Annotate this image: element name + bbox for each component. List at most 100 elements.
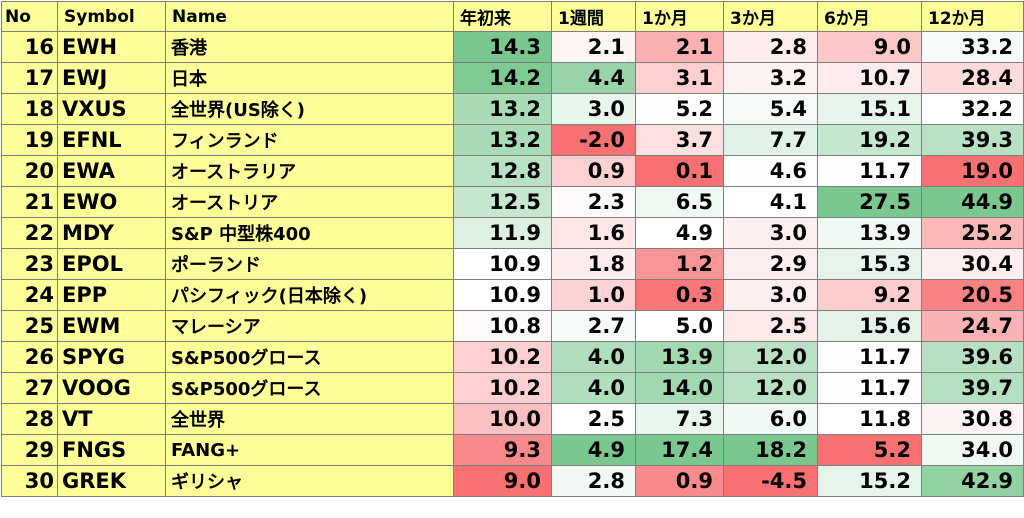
cell-1m: 2.1 <box>635 31 724 63</box>
table-row: 18 VXUS 全世界(US除く) 13.2 3.0 5.2 5.4 15.1 32.2 <box>1 93 1024 125</box>
cell-1w: 4.0 <box>551 372 636 404</box>
cell-3m: 3.0 <box>723 217 818 249</box>
col-header-ytd: 年初来 <box>453 1 552 32</box>
cell-1m: 0.1 <box>635 155 724 187</box>
cell-name: パシフィック(日本除く) <box>165 279 454 311</box>
cell-ytd: 12.5 <box>453 186 552 218</box>
cell-1m: 14.0 <box>635 372 724 404</box>
cell-name: ポーランド <box>165 248 454 280</box>
col-header-12m: 12か月 <box>921 1 1024 32</box>
cell-3m: 3.2 <box>723 62 818 94</box>
cell-6m: 10.7 <box>817 62 922 94</box>
cell-6m: 13.9 <box>817 217 922 249</box>
cell-no: 30 <box>1 465 58 497</box>
cell-12m: 30.4 <box>921 248 1024 280</box>
cell-1w: 4.9 <box>551 434 636 466</box>
cell-symbol: EFNL <box>57 124 166 156</box>
table-row: 21 EWO オーストリア 12.5 2.3 6.5 4.1 27.5 44.9 <box>1 186 1024 218</box>
cell-1m: 5.0 <box>635 310 724 342</box>
cell-symbol: EPP <box>57 279 166 311</box>
cell-ytd: 12.8 <box>453 155 552 187</box>
cell-3m: 2.9 <box>723 248 818 280</box>
cell-3m: 12.0 <box>723 372 818 404</box>
cell-1w: 1.6 <box>551 217 636 249</box>
cell-6m: 27.5 <box>817 186 922 218</box>
table-row: 17 EWJ 日本 14.2 4.4 3.1 3.2 10.7 28.4 <box>1 62 1024 94</box>
col-header-1w: 1週間 <box>551 1 636 32</box>
cell-name: オーストリア <box>165 186 454 218</box>
cell-name: オーストラリア <box>165 155 454 187</box>
cell-12m: 39.6 <box>921 341 1024 373</box>
cell-3m: 5.4 <box>723 93 818 125</box>
cell-no: 20 <box>1 155 58 187</box>
table-row: 26 SPYG S&P500グロース 10.2 4.0 13.9 12.0 11.7 39.6 <box>1 341 1024 373</box>
col-header-name: Name <box>165 1 454 32</box>
cell-no: 25 <box>1 310 58 342</box>
cell-1w: 0.9 <box>551 155 636 187</box>
cell-name: マレーシア <box>165 310 454 342</box>
cell-12m: 34.0 <box>921 434 1024 466</box>
cell-no: 19 <box>1 124 58 156</box>
table-row: 16 EWH 香港 14.3 2.1 2.1 2.8 9.0 33.2 <box>1 31 1024 63</box>
cell-1w: 1.8 <box>551 248 636 280</box>
cell-6m: 15.6 <box>817 310 922 342</box>
cell-12m: 33.2 <box>921 31 1024 63</box>
cell-1w: 2.3 <box>551 186 636 218</box>
table-row: 27 VOOG S&P500グロース 10.2 4.0 14.0 12.0 11.7 39.7 <box>1 372 1024 404</box>
cell-ytd: 13.2 <box>453 93 552 125</box>
cell-12m: 25.2 <box>921 217 1024 249</box>
cell-6m: 11.7 <box>817 155 922 187</box>
cell-3m: 4.1 <box>723 186 818 218</box>
cell-ytd: 11.9 <box>453 217 552 249</box>
cell-3m: 18.2 <box>723 434 818 466</box>
cell-name: S&P500グロース <box>165 341 454 373</box>
cell-symbol: EWA <box>57 155 166 187</box>
cell-12m: 42.9 <box>921 465 1024 497</box>
cell-symbol: VT <box>57 403 166 435</box>
cell-1m: 0.9 <box>635 465 724 497</box>
cell-6m: 11.8 <box>817 403 922 435</box>
cell-1m: 4.9 <box>635 217 724 249</box>
cell-symbol: EPOL <box>57 248 166 280</box>
cell-1m: 6.5 <box>635 186 724 218</box>
col-header-6m: 6か月 <box>817 1 922 32</box>
cell-1m: 13.9 <box>635 341 724 373</box>
cell-symbol: FNGS <box>57 434 166 466</box>
cell-1w: 2.8 <box>551 465 636 497</box>
cell-name: 全世界(US除く) <box>165 93 454 125</box>
cell-12m: 30.8 <box>921 403 1024 435</box>
cell-name: フィンランド <box>165 124 454 156</box>
cell-12m: 32.2 <box>921 93 1024 125</box>
table-row: 23 EPOL ポーランド 10.9 1.8 1.2 2.9 15.3 30.4 <box>1 248 1024 280</box>
cell-3m: 2.5 <box>723 310 818 342</box>
cell-ytd: 10.8 <box>453 310 552 342</box>
table-row: 29 FNGS FANG+ 9.3 4.9 17.4 18.2 5.2 34.0 <box>1 434 1024 466</box>
cell-no: 22 <box>1 217 58 249</box>
cell-no: 16 <box>1 31 58 63</box>
cell-symbol: VXUS <box>57 93 166 125</box>
cell-ytd: 9.3 <box>453 434 552 466</box>
col-header-1m: 1か月 <box>635 1 724 32</box>
cell-no: 28 <box>1 403 58 435</box>
cell-12m: 39.3 <box>921 124 1024 156</box>
cell-12m: 20.5 <box>921 279 1024 311</box>
cell-1m: 1.2 <box>635 248 724 280</box>
cell-symbol: EWM <box>57 310 166 342</box>
cell-6m: 9.0 <box>817 31 922 63</box>
cell-ytd: 10.0 <box>453 403 552 435</box>
cell-ytd: 10.9 <box>453 248 552 280</box>
cell-1m: 3.7 <box>635 124 724 156</box>
cell-1m: 5.2 <box>635 93 724 125</box>
cell-6m: 19.2 <box>817 124 922 156</box>
cell-name: ギリシャ <box>165 465 454 497</box>
cell-symbol: SPYG <box>57 341 166 373</box>
table-row: 30 GREK ギリシャ 9.0 2.8 0.9 -4.5 15.2 42.9 <box>1 465 1024 497</box>
table-row: 20 EWA オーストラリア 12.8 0.9 0.1 4.6 11.7 19.0 <box>1 155 1024 187</box>
cell-symbol: EWJ <box>57 62 166 94</box>
cell-symbol: EWO <box>57 186 166 218</box>
cell-3m: 2.8 <box>723 31 818 63</box>
cell-6m: 15.3 <box>817 248 922 280</box>
cell-1m: 0.3 <box>635 279 724 311</box>
cell-6m: 15.1 <box>817 93 922 125</box>
table-row: 25 EWM マレーシア 10.8 2.7 5.0 2.5 15.6 24.7 <box>1 310 1024 342</box>
